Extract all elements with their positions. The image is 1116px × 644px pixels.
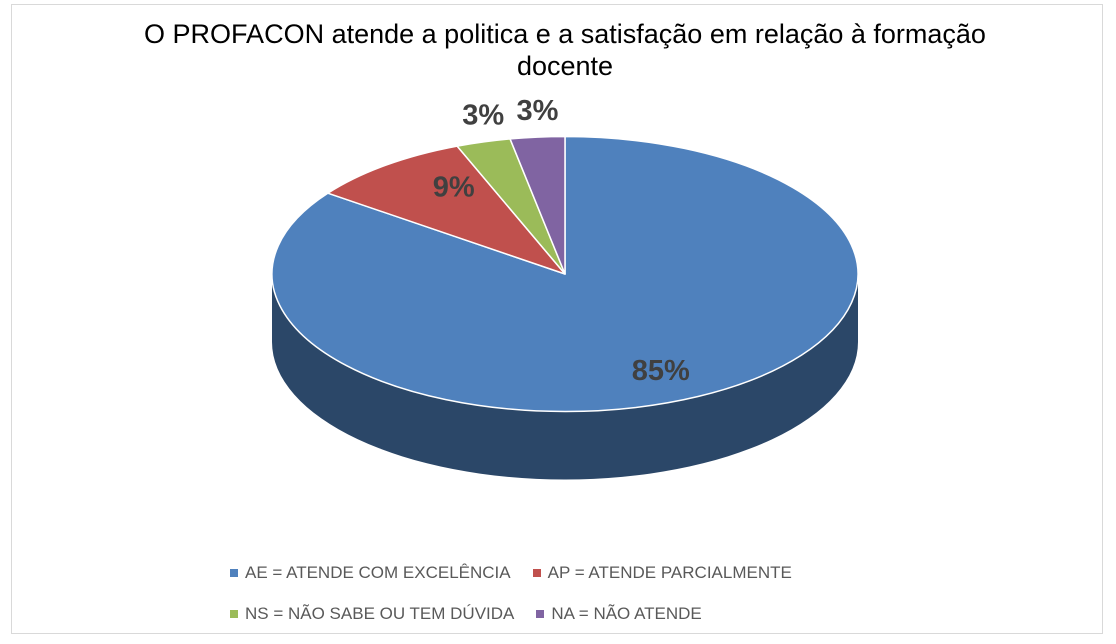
- legend-item: AP = ATENDE PARCIALMENTE: [532, 552, 792, 593]
- data-label: 85%: [632, 355, 690, 387]
- data-label: 9%: [433, 171, 475, 203]
- legend-label: AP = ATENDE PARCIALMENTE: [547, 562, 792, 582]
- data-label: 3%: [462, 100, 504, 132]
- legend-swatch: [230, 609, 238, 618]
- chart-title: O PROFACON atende a politica e a satisfa…: [144, 19, 986, 81]
- legend-swatch: [536, 609, 545, 618]
- legend-label: NS = NÃO SABE OU TEM DÚVIDA: [245, 603, 515, 623]
- pie-side: [272, 274, 858, 480]
- legend-item: NA = NÃO ATENDE: [536, 593, 702, 634]
- chart-frame: [11, 4, 1103, 634]
- data-label: 3%: [516, 95, 558, 127]
- legend-item: AE = ATENDE COM EXCELÊNCIA: [230, 552, 511, 593]
- legend-swatch: [230, 568, 238, 577]
- pie-slice: [509, 135, 566, 275]
- pie-slice: [271, 135, 859, 413]
- legend-swatch: [532, 568, 541, 577]
- legend-item: NS = NÃO SABE OU TEM DÚVIDA: [230, 593, 514, 634]
- pie-slice: [327, 145, 566, 275]
- legend: AE = ATENDE COM EXCELÊNCIA AP = ATENDE PA…: [200, 552, 930, 634]
- legend-label: AE = ATENDE COM EXCELÊNCIA: [245, 562, 511, 582]
- legend-label: NA = NÃO ATENDE: [551, 603, 702, 623]
